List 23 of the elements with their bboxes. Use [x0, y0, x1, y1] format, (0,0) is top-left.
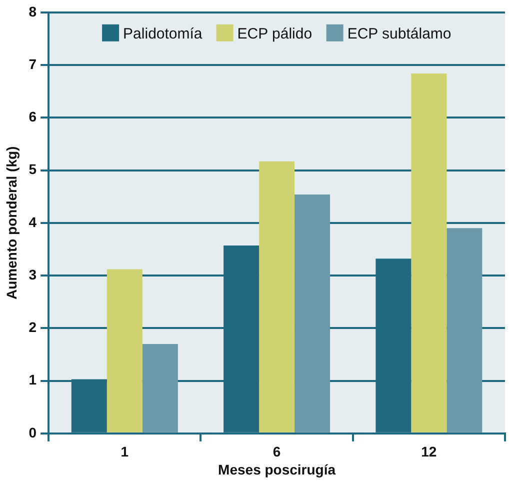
legend-label: Palidotomía: [123, 26, 203, 43]
y-tick-label: 4: [28, 214, 37, 230]
bar: [259, 161, 295, 432]
x-axis-title: Meses poscirugía: [218, 461, 336, 478]
bar: [446, 228, 482, 432]
y-tick-label: 7: [28, 56, 37, 72]
y-tick-label: 3: [28, 266, 37, 282]
x-tick-label: 12: [421, 444, 437, 460]
bar: [294, 194, 330, 432]
y-tick-label: 2: [28, 319, 37, 336]
x-tick-label: 6: [272, 444, 281, 460]
x-tick-label: 1: [120, 444, 129, 460]
bar: [142, 344, 178, 432]
y-tick-label: 0: [28, 424, 37, 440]
y-tick-label: 8: [28, 3, 37, 20]
y-tick-label: 5: [28, 161, 37, 178]
legend-label: ECP pálido: [237, 26, 312, 43]
bar: [411, 73, 447, 432]
y-tick-label: 6: [28, 108, 37, 125]
y-axis-title: Aumento ponderal (kg): [3, 146, 20, 300]
y-tick-label: 1: [28, 372, 37, 388]
legend-label: ECP subtálamo: [347, 26, 452, 43]
bar: [106, 269, 142, 432]
